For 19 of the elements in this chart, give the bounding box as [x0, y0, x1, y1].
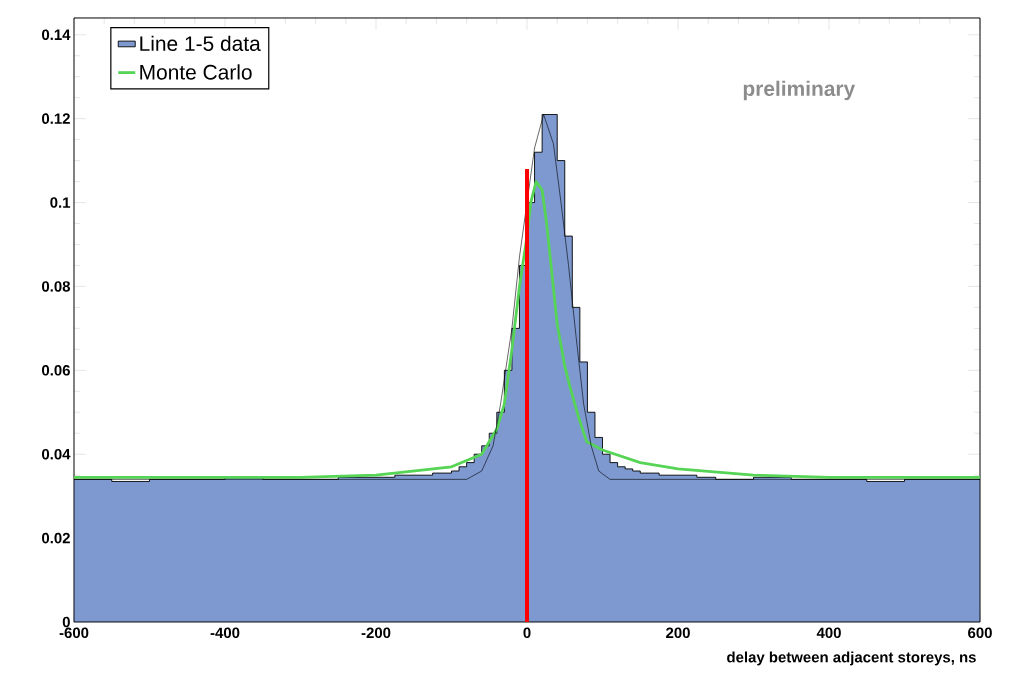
- y-tick-label: 0.04: [42, 448, 71, 460]
- x-tick-label: -400: [210, 627, 240, 639]
- x-axis-title: delay between adjacent storeys, ns: [727, 651, 976, 666]
- y-tick-label: 0.02: [42, 532, 70, 544]
- y-tick-label: 0.08: [42, 281, 71, 292]
- annotation: preliminary: [743, 80, 856, 101]
- y-tick-label: 0.06: [42, 365, 70, 376]
- x-tick-label: 0: [523, 627, 531, 639]
- x-tick-label: 200: [666, 627, 690, 639]
- y-tick-label: 0: [62, 616, 70, 628]
- x-tick-label: 400: [816, 627, 841, 639]
- y-tick-label: 0.14: [42, 29, 71, 41]
- y-tick-label: 0.1: [50, 197, 71, 208]
- x-tick-label: 600: [968, 627, 992, 639]
- legend-label: Line 1-5 data: [140, 35, 261, 51]
- legend-label: Monte Carlo: [140, 64, 252, 80]
- x-tick-label: -200: [361, 627, 391, 639]
- y-tick-label: 0.12: [42, 113, 70, 124]
- x-tick-label: -600: [59, 627, 89, 639]
